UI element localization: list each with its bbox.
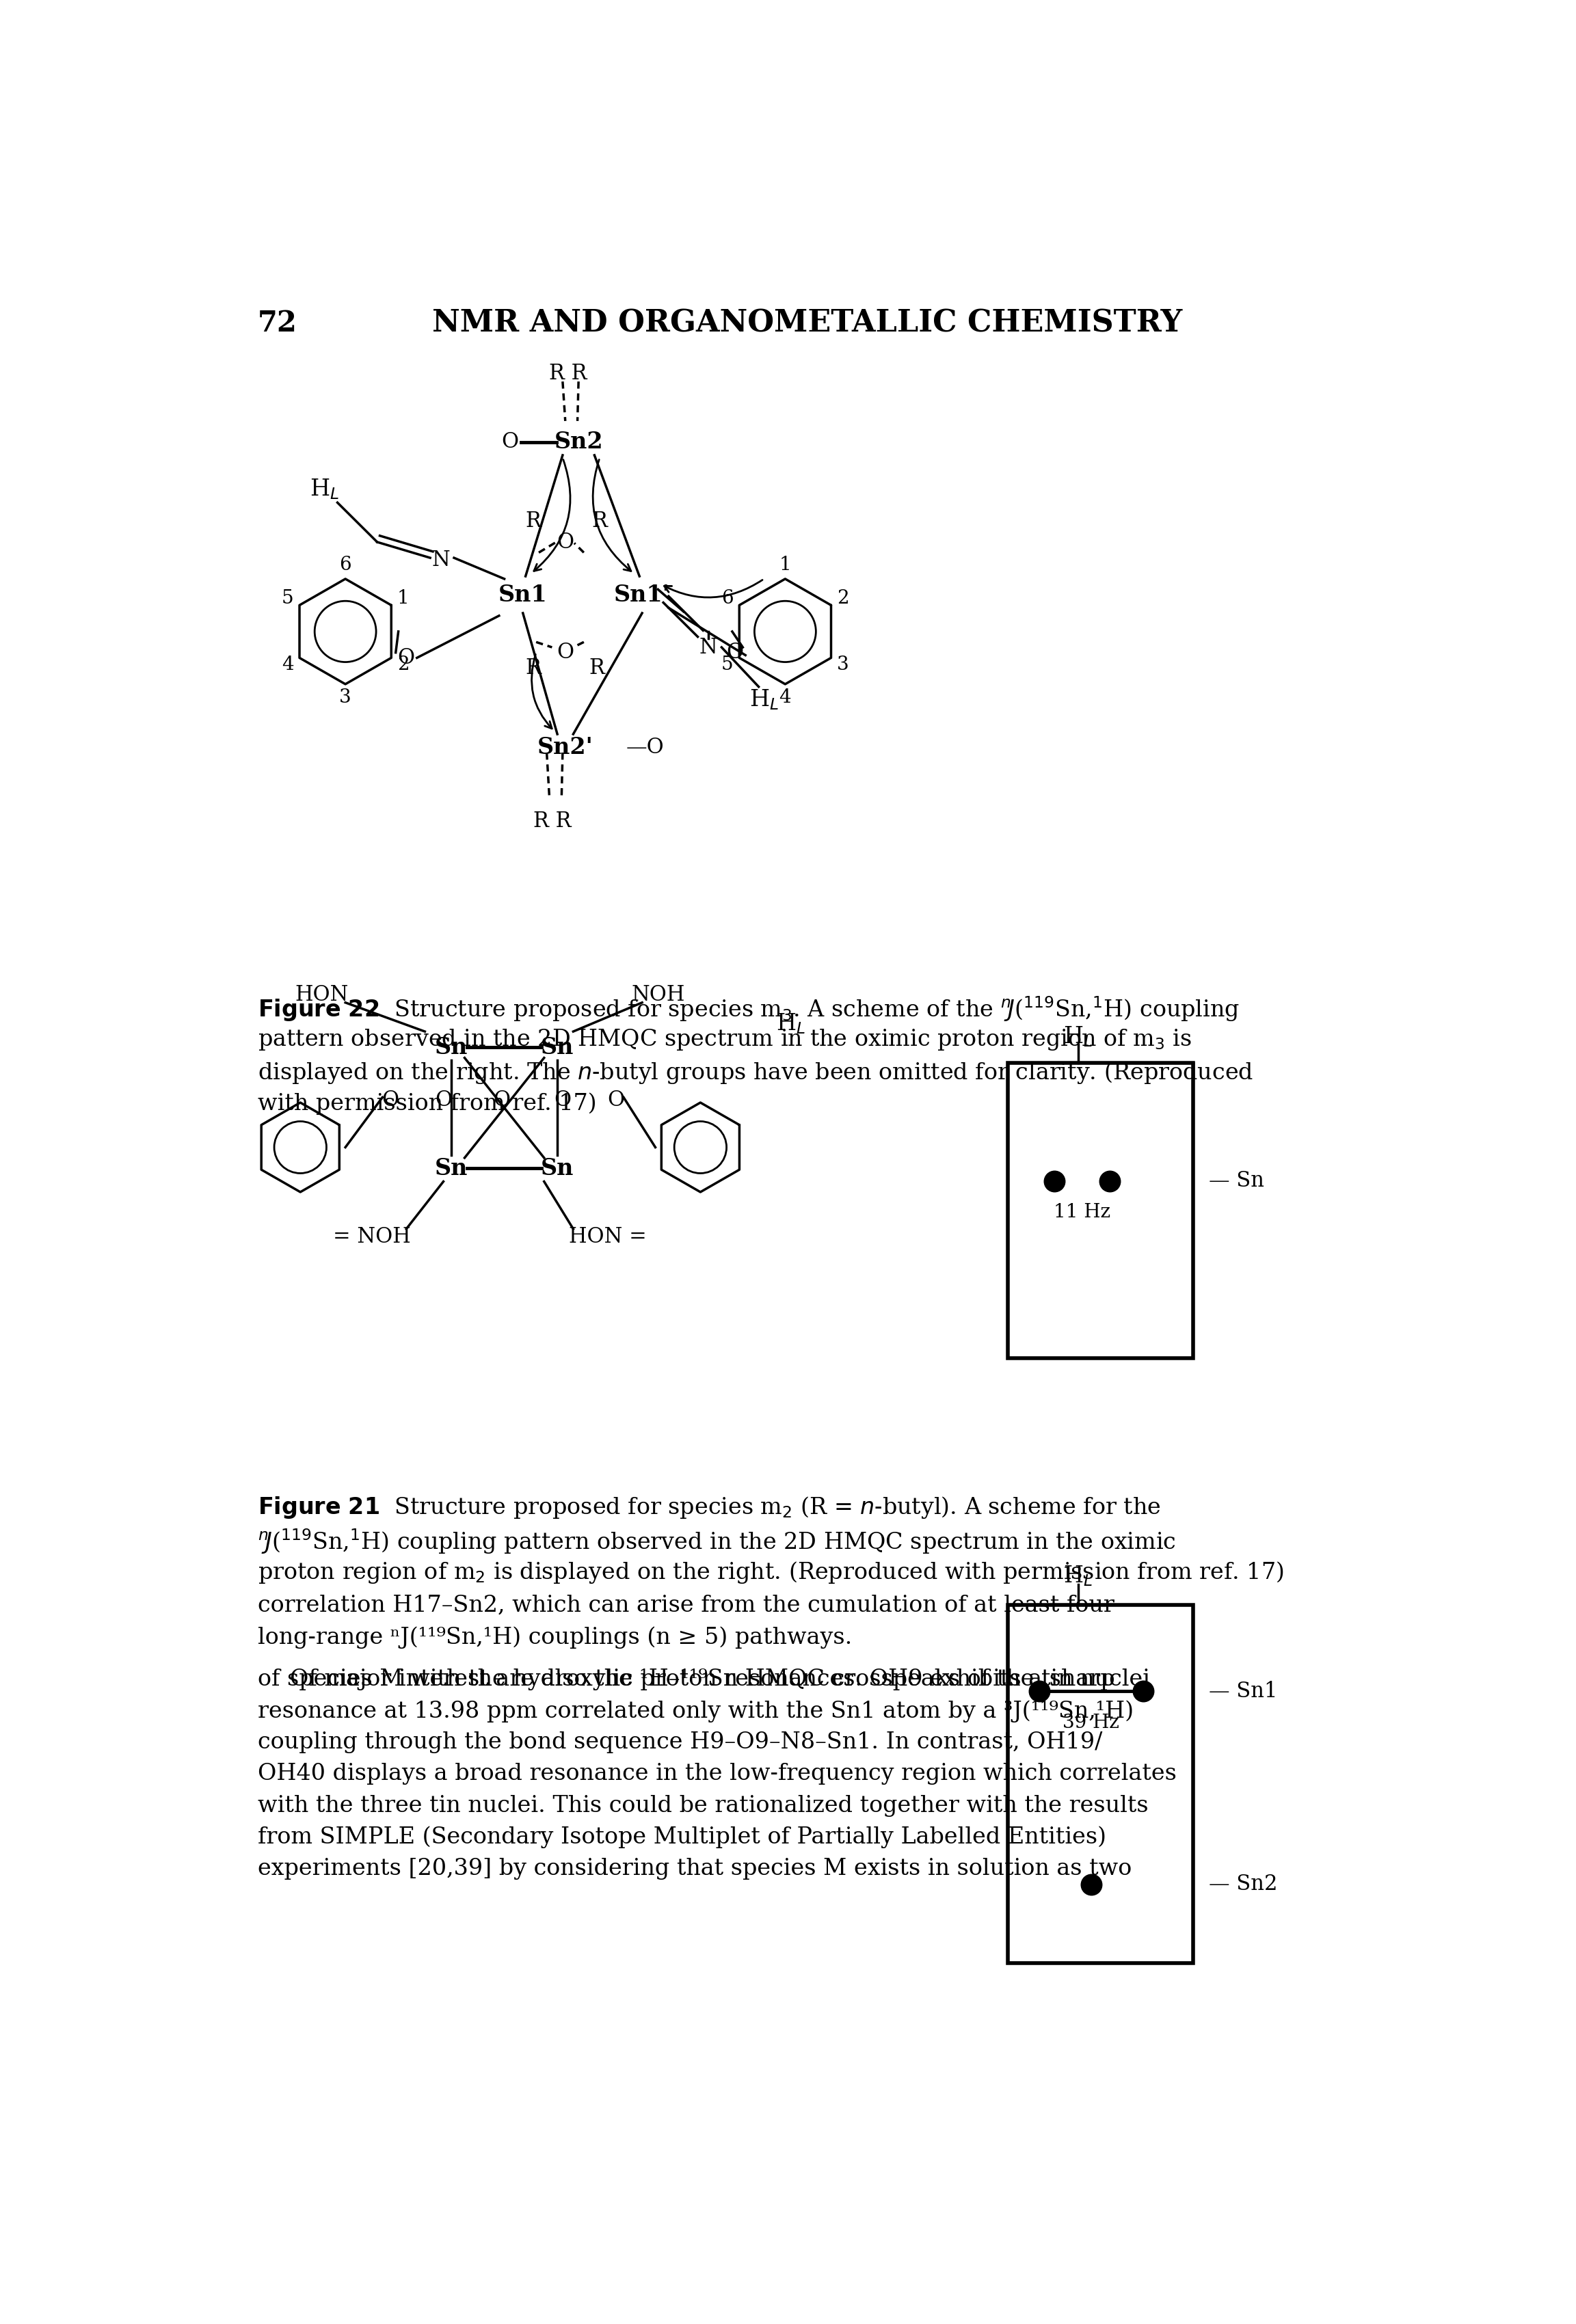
Text: 4: 4 (282, 655, 293, 674)
Text: Sn: Sn (541, 1157, 574, 1181)
Text: from SIMPLE (Secondary Isotope Multiplet of Partially Labelled Entities): from SIMPLE (Secondary Isotope Multiplet… (258, 1827, 1106, 1848)
Text: O: O (501, 432, 519, 453)
Text: 39 Hz: 39 Hz (1062, 1713, 1119, 1731)
Text: H$_L$: H$_L$ (1064, 1025, 1092, 1048)
Text: 6: 6 (722, 588, 733, 607)
Text: = NOH: = NOH (333, 1227, 411, 1248)
Text: Of major interest are also the ¹H–¹¹⁹Sn HMQC crosspeaks of the tin nuclei: Of major interest are also the ¹H–¹¹⁹Sn … (290, 1669, 1150, 1690)
Text: Sn: Sn (541, 1037, 574, 1060)
Text: OH40 displays a broad resonance in the low-frequency region which correlates: OH40 displays a broad resonance in the l… (258, 1764, 1177, 1785)
Text: coupling through the bond sequence H9–O9–N8–Sn1. In contrast, OH19/: coupling through the bond sequence H9–O9… (258, 1731, 1103, 1752)
Text: of species M with the hydroxylic proton resonances. OH9 exhibits a sharp: of species M with the hydroxylic proton … (258, 1669, 1116, 1690)
Text: O: O (555, 1090, 571, 1111)
Text: 3: 3 (837, 655, 849, 674)
Text: O: O (397, 648, 414, 669)
Text: 1: 1 (779, 555, 791, 574)
Text: long-range ⁿJ(¹¹⁹Sn,¹H) couplings (n ≥ 5) pathways.: long-range ⁿJ(¹¹⁹Sn,¹H) couplings (n ≥ 5… (258, 1627, 853, 1648)
Text: 6: 6 (339, 555, 351, 574)
Text: O: O (493, 1090, 511, 1111)
Text: Sn: Sn (435, 1157, 468, 1181)
Text: 3: 3 (339, 688, 351, 706)
Text: pattern observed in the 2D HMQC spectrum in the oximic proton region of m$_3$ is: pattern observed in the 2D HMQC spectrum… (258, 1027, 1191, 1053)
Text: Sn2: Sn2 (555, 430, 604, 453)
Text: Sn2': Sn2' (537, 737, 593, 758)
Text: R R: R R (548, 363, 586, 383)
Text: O: O (435, 1090, 452, 1111)
Text: O: O (556, 532, 574, 553)
Bar (1007, 1606, 1193, 1964)
Text: Sn1: Sn1 (498, 583, 547, 607)
Text: 72: 72 (258, 309, 298, 337)
Text: 4: 4 (779, 688, 791, 706)
Text: $\mathbf{Figure\ 22}$  Structure proposed for species m$_3$. A scheme of the $^n: $\mathbf{Figure\ 22}$ Structure proposed… (258, 995, 1240, 1023)
Text: O: O (556, 641, 574, 662)
Text: with the three tin nuclei. This could be rationalized together with the results: with the three tin nuclei. This could be… (258, 1794, 1149, 1817)
Text: displayed on the right. The $n$-butyl groups have been omitted for clarity. (Rep: displayed on the right. The $n$-butyl gr… (258, 1060, 1253, 1085)
Text: NMR AND ORGANOMETALLIC CHEMISTRY: NMR AND ORGANOMETALLIC CHEMISTRY (432, 309, 1182, 339)
Text: R: R (526, 511, 541, 532)
Text: 2: 2 (397, 655, 410, 674)
Text: H$_L$: H$_L$ (775, 1011, 805, 1037)
Text: R: R (593, 511, 607, 532)
Text: 5: 5 (722, 655, 733, 674)
Text: resonance at 13.98 ppm correlated only with the Sn1 atom by a ³J(¹¹⁹Sn,¹H): resonance at 13.98 ppm correlated only w… (258, 1699, 1133, 1722)
Text: — Sn1: — Sn1 (1209, 1680, 1278, 1701)
Text: H$_L$: H$_L$ (749, 688, 779, 711)
Bar (1007, 1062, 1193, 1357)
Text: $^n\!J$($^{119}$Sn,$^1$H) coupling pattern observed in the 2D HMQC spectrum in t: $^n\!J$($^{119}$Sn,$^1$H) coupling patte… (258, 1527, 1176, 1555)
Text: 2: 2 (837, 588, 849, 607)
Text: $\mathbf{Figure\ 21}$  Structure proposed for species m$_2$ (R = $n$-butyl). A s: $\mathbf{Figure\ 21}$ Structure proposed… (258, 1494, 1162, 1520)
Text: HON: HON (295, 983, 348, 1006)
Text: — Sn: — Sn (1209, 1171, 1264, 1192)
Text: H$_L$: H$_L$ (1064, 1564, 1092, 1587)
Text: O: O (727, 641, 744, 662)
Text: — Sn2: — Sn2 (1209, 1873, 1278, 1894)
Text: experiments [20,39] by considering that species M exists in solution as two: experiments [20,39] by considering that … (258, 1857, 1132, 1880)
Text: R R: R R (533, 811, 571, 832)
Text: O: O (607, 1090, 624, 1111)
Text: Sn1': Sn1' (615, 583, 670, 607)
Text: —O: —O (626, 737, 665, 758)
Text: 1: 1 (397, 588, 410, 607)
Text: NOH: NOH (632, 983, 686, 1006)
Text: R: R (589, 658, 605, 679)
Text: 11 Hz: 11 Hz (1053, 1204, 1111, 1222)
Text: H$_L$: H$_L$ (309, 476, 339, 502)
Text: HON =: HON = (569, 1227, 646, 1248)
Text: proton region of m$_2$ is displayed on the right. (Reproduced with permission fr: proton region of m$_2$ is displayed on t… (258, 1559, 1284, 1585)
Text: R: R (526, 658, 541, 679)
Text: N: N (700, 637, 717, 658)
Text: with permission from ref. 17): with permission from ref. 17) (258, 1092, 597, 1116)
Text: Sn: Sn (435, 1037, 468, 1060)
Text: N: N (432, 551, 449, 572)
Text: 5: 5 (282, 588, 293, 607)
Text: O: O (381, 1090, 399, 1111)
Text: correlation H17–Sn2, which can arise from the cumulation of at least four: correlation H17–Sn2, which can arise fro… (258, 1594, 1114, 1618)
